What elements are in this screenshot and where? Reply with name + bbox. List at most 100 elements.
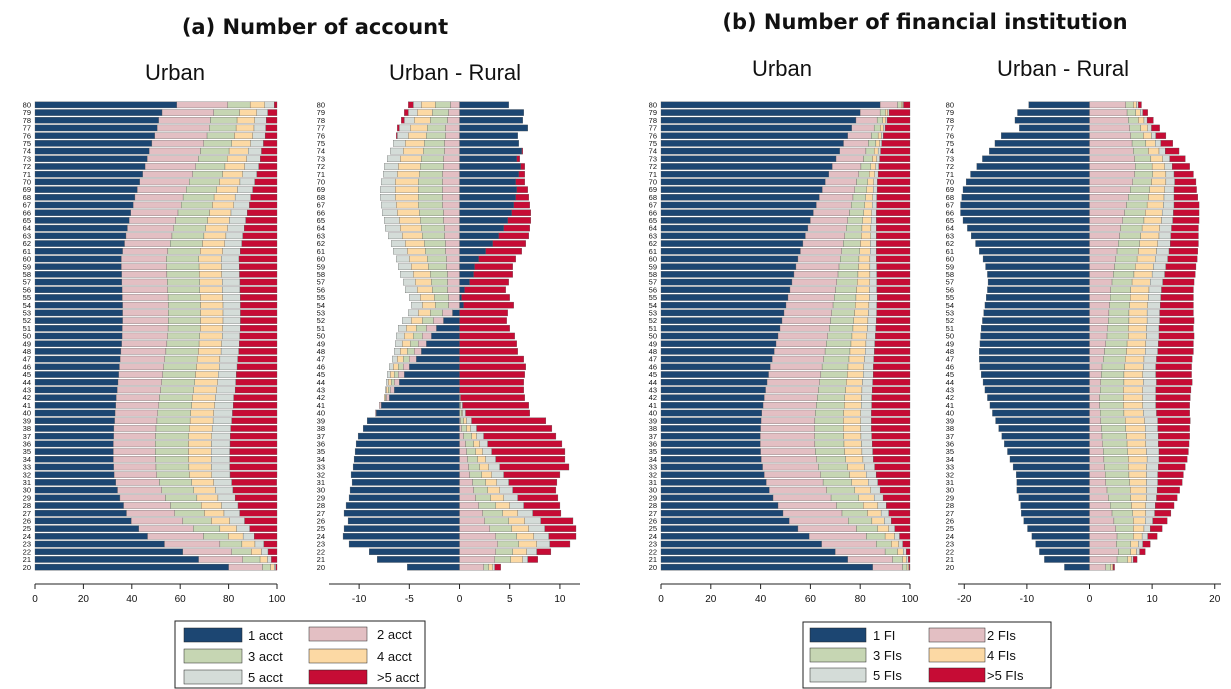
chart-a1-ytick-38: 38 — [23, 424, 31, 433]
chart-b1-bar-67-s6 — [876, 201, 911, 209]
chart-b1-bar-66-s5 — [871, 209, 877, 216]
chart-b1-bar-48-s5 — [865, 348, 875, 355]
chart-a2-bar-70-s1 — [459, 178, 516, 186]
chart-a2-bar-54-s1 — [459, 301, 464, 309]
chart-b2-ytick-70: 70 — [946, 178, 954, 187]
chart-a1-bar-67-s3 — [181, 201, 213, 209]
chart-b2-bar-67-s3 — [1126, 201, 1148, 209]
chart-a1-bar-44-s6 — [235, 378, 278, 386]
chart-b1-ytick-44: 44 — [649, 378, 657, 387]
chart-a2-bar-61-s5 — [393, 248, 408, 255]
chart-a2-ytick-71: 71 — [317, 170, 325, 179]
chart-a1-bar-43-s6 — [234, 386, 278, 394]
chart-a1-bar-27-s2 — [126, 509, 175, 517]
chart-b1-bar-70-s6 — [877, 178, 911, 186]
chart-b1-bar-69-s6 — [876, 186, 911, 193]
chart-b1-bar-43-s5 — [861, 386, 873, 394]
chart-b1-bar-69-s3 — [854, 186, 867, 193]
chart-b1-bar-77-s3 — [873, 124, 881, 132]
chart-a2-bar-78-s6 — [401, 117, 405, 124]
chart-b1-bar-35-s3 — [815, 448, 845, 455]
chart-a1-bar-47-s4 — [196, 355, 221, 363]
chart-a1-bar-50-s2 — [121, 332, 168, 340]
chart-b2-bar-58-s5 — [1151, 271, 1165, 278]
chart-a1-bar-66-s2 — [130, 209, 179, 216]
chart-b1-ytick-48: 48 — [649, 347, 657, 356]
chart-b2-bar-75-s4 — [1145, 140, 1156, 147]
chart-a1-bar-52-s1 — [34, 317, 123, 324]
chart-a2-bar-35-s3 — [466, 448, 476, 455]
chart-a1-bar-38-s2 — [113, 425, 157, 432]
chart-a2-bar-48-s6 — [459, 348, 518, 355]
chart-a2-ytick-72: 72 — [317, 162, 325, 171]
chart-a2-bar-21-s2 — [459, 556, 495, 563]
chart-a1-bar-54-s3 — [168, 301, 201, 309]
chart-a1-bar-74-s5 — [248, 147, 262, 155]
chart-b2-bar-44-s3 — [1100, 378, 1125, 386]
chart-b2-bar-27-s5 — [1145, 509, 1155, 517]
chart-a1-bar-76-s4 — [234, 132, 253, 139]
chart-a1-bar-45-s5 — [218, 371, 237, 378]
chart-a1-bar-35-s2 — [113, 448, 156, 455]
chart-a1-bar-38-s4 — [188, 425, 213, 432]
chart-a1-bar-67-s6 — [249, 201, 278, 209]
chart-a1-bar-79-s2 — [161, 109, 214, 116]
chart-a1-bar-64-s3 — [173, 224, 206, 232]
chart-b1-bar-23-s6 — [902, 540, 911, 548]
chart-b1-bar-64-s4 — [861, 224, 872, 232]
chart-b2-bar-42-s2 — [1089, 394, 1100, 401]
chart-a2-bar-40-s2 — [375, 409, 377, 417]
chart-b2-bar-30-s2 — [1089, 486, 1108, 494]
chart-b1-bar-23-s3 — [876, 540, 892, 548]
chart-b1-bar-60-s6 — [876, 255, 911, 263]
chart-a2-bar-73-s1 — [459, 155, 517, 163]
chart-a1-bar-27-s5 — [223, 509, 240, 517]
chart-a2-bar-42-s6 — [460, 394, 525, 401]
chart-a2-bar-52-s2 — [433, 317, 444, 324]
legend-a-label-2: 2 acct — [377, 627, 412, 642]
chart-a1-bar-69-s4 — [216, 186, 238, 193]
chart-a2-bar-67-s1 — [459, 201, 514, 209]
chart-a1-bar-73-s5 — [246, 155, 261, 163]
chart-a2-bar-58-s6 — [473, 271, 513, 278]
chart-b1-bar-74-s6 — [880, 147, 911, 155]
legend-b-swatch-4 — [928, 647, 986, 663]
chart-a1-bar-56-s6 — [239, 286, 278, 294]
chart-a2-bar-43-s4 — [386, 386, 389, 394]
chart-b2-bar-45-s6 — [1155, 371, 1192, 378]
chart-b1-bar-71-s1 — [660, 170, 829, 178]
chart-b1: 2021222324252627282930313233343536373839… — [649, 100, 919, 605]
chart-b2-bar-65-s4 — [1143, 217, 1162, 224]
chart-a2-bar-32-s6 — [503, 471, 561, 478]
chart-a2-ytick-51: 51 — [317, 324, 325, 333]
chart-b2-bar-78-s6 — [1146, 117, 1154, 124]
chart-a2-bar-33-s3 — [468, 463, 480, 471]
chart-b1-ytick-31: 31 — [649, 478, 657, 487]
chart-a1-bar-37-s4 — [188, 432, 212, 440]
chart-b1-bar-26-s1 — [660, 517, 790, 525]
chart-b1-bar-22-s5 — [903, 548, 907, 555]
chart-b2-ytick-71: 71 — [946, 170, 954, 179]
chart-a1-bar-43-s5 — [216, 386, 236, 394]
chart-a2-bar-50-s4 — [404, 332, 414, 340]
chart-a2-bar-53-s3 — [430, 309, 443, 317]
chart-b1-bar-29-s2 — [772, 494, 832, 502]
chart-b1-bar-40-s6 — [871, 409, 911, 417]
chart-b1-ytick-76: 76 — [649, 131, 657, 140]
chart-b2-bar-62-s5 — [1157, 240, 1171, 247]
chart-b2-bar-34-s6 — [1158, 456, 1188, 463]
chart-b1-bar-61-s3 — [841, 248, 860, 255]
chart-a1-ytick-60: 60 — [23, 255, 31, 264]
chart-a2-bar-65-s3 — [420, 217, 444, 224]
chart-b2-bar-58-s3 — [1113, 271, 1135, 278]
chart-b1-ytick-64: 64 — [649, 224, 657, 233]
chart-a2-bar-54-s6 — [463, 301, 514, 309]
chart-b2-bar-31-s2 — [1089, 479, 1106, 486]
chart-b1-bar-42-s5 — [861, 394, 873, 401]
chart-a2-ytick-70: 70 — [317, 178, 325, 187]
chart-a1-bar-35-s3 — [155, 448, 189, 455]
chart-b2-ytick-56: 56 — [946, 285, 954, 294]
chart-b2-bar-25-s1 — [1027, 525, 1090, 532]
chart-a2-bar-61-s4 — [407, 248, 426, 255]
chart-b2-bar-66-s6 — [1173, 209, 1200, 216]
